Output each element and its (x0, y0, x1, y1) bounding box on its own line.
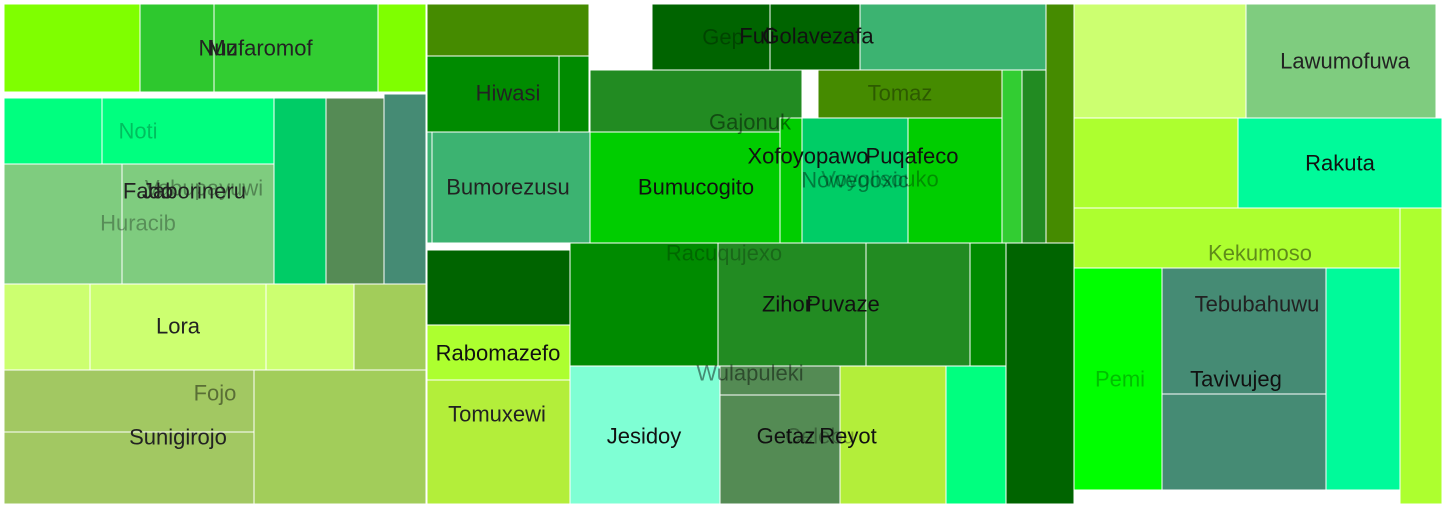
treemap-label-zihor: Zihor (762, 292, 812, 317)
treemap-label-celebu: Celebu (785, 424, 855, 449)
treemap-label-tavivujeg: Tavivujeg (1190, 367, 1282, 392)
treemap-cell-nowegoxic (801, 117, 909, 244)
treemap-label-kekumoso: Kekumoso (1208, 241, 1312, 266)
treemap-label-rabomazefo: Rabomazefo (436, 341, 561, 366)
treemap-cell (426, 249, 571, 326)
treemap-cell (1001, 69, 1023, 244)
treemap-label-lawumofuwa: Lawumofuwa (1280, 49, 1410, 74)
treemap-label-fado: Fado (123, 179, 173, 204)
treemap-cell (377, 3, 427, 93)
treemap-cell-celebu (719, 394, 841, 505)
treemap-label-fuli: Fuli (739, 24, 774, 49)
treemap-cell (1399, 207, 1443, 505)
treemap-label-puvaze: Puvaze (806, 292, 879, 317)
treemap-label-tomaz: Tomaz (868, 81, 933, 106)
treemap-cell-puqafeco (907, 117, 1003, 244)
treemap-cell (3, 283, 91, 371)
treemap-label-bumucogito: Bumucogito (638, 175, 754, 200)
treemap-cell-lawumofuwa (1245, 3, 1437, 119)
treemap-cell-lora (89, 283, 267, 371)
treemap-label-voyolisouko: Voyolisouko (821, 167, 938, 192)
treemap-label-vabupayuwi: Vabupayuwi (145, 176, 263, 201)
treemap-label-nowegoxic: Nowegoxic (801, 168, 909, 193)
treemap-cell-tomaz (817, 69, 1003, 119)
treemap-label-jaborineru: Jaborineru (142, 179, 246, 204)
treemap-cell-mufaromof (213, 3, 379, 93)
treemap-label-nuz: Nuz (198, 36, 237, 61)
treemap-cell (101, 97, 275, 165)
treemap-cell-puvaze (865, 242, 971, 367)
treemap-label-mufaromof: Mufaromof (207, 36, 313, 61)
treemap-cell-zihor (717, 242, 867, 367)
treemap-cell (383, 93, 427, 285)
treemap-label-jesidoy: Jesidoy (607, 424, 682, 449)
treemap-cell (353, 283, 427, 371)
treemap-label-reyot: Reyot (819, 424, 876, 449)
treemap-cell-gajonuk (589, 69, 803, 133)
treemap-label-puqafeco: Puqafeco (866, 144, 959, 169)
treemap-cell-sunigirojo (3, 431, 255, 505)
treemap-cell (1325, 267, 1401, 491)
treemap-label-fojo: Fojo (194, 381, 237, 406)
treemap-label-wulapuleki: Wulapuleki (696, 361, 803, 386)
treemap-cell-tebubahuwu (1161, 267, 1327, 395)
treemap-cell-bumucogito (589, 131, 781, 244)
treemap-label-rakuta: Rakuta (1305, 151, 1375, 176)
treemap-label-pemi: Pemi (1095, 367, 1145, 392)
treemap-label-gep: Gep (702, 25, 744, 50)
treemap-cell-fuli (651, 3, 771, 71)
treemap-cell (426, 3, 590, 57)
treemap-label-sunigirojo: Sunigirojo (129, 425, 227, 450)
treemap-cell-racuqujexo (569, 242, 719, 367)
treemap-cell (1073, 117, 1239, 209)
treemap-label-racuqujexo: Racuqujexo (666, 241, 782, 266)
treemap-cell (945, 365, 1007, 505)
treemap-cell (3, 3, 141, 93)
treemap-cell-noti (3, 97, 103, 165)
treemap-cell (426, 131, 433, 244)
treemap-cell (1045, 3, 1075, 244)
treemap-cell-tavivujeg (1161, 393, 1327, 491)
treemap-cell-huracib (3, 163, 123, 285)
treemap-cell (1021, 69, 1047, 244)
treemap-cell-jesidoy (569, 365, 721, 505)
treemap-cell (558, 55, 590, 133)
treemap-label-huracib: Huracib (100, 211, 176, 236)
treemap-label-lora: Lora (156, 314, 201, 339)
treemap-label-hiwasi: Hiwasi (476, 81, 541, 106)
treemap-cell (325, 97, 385, 285)
treemap-cell-reyot (839, 365, 947, 505)
treemap-cell-tomuxewi (426, 379, 571, 505)
treemap-cell (1005, 242, 1075, 505)
treemap-cell (265, 283, 355, 371)
treemap-label-getaz: Getaz (757, 424, 816, 449)
treemap-cell (969, 242, 1007, 367)
treemap-cell-bumorezusu (431, 131, 591, 244)
treemap-label-tebubahuwu: Tebubahuwu (1195, 292, 1320, 317)
treemap-label-bumorezusu: Bumorezusu (446, 175, 570, 200)
treemap-cell-rakuta (1237, 117, 1443, 209)
treemap-cell (859, 3, 1047, 71)
treemap-label-noti: Noti (118, 119, 157, 144)
treemap-cell (273, 97, 327, 285)
treemap-label-xofoyopawo: Xofoyopawo (747, 144, 868, 169)
treemap-cell-rabomazefo (426, 324, 571, 381)
treemap-label-gajonuk: Gajonuk (709, 110, 792, 135)
treemap-label-golavezafa: Golavezafa (762, 24, 874, 49)
treemap-cell (1073, 3, 1247, 119)
treemap-cell-nuz (139, 3, 215, 93)
treemap-label-tomuxewi: Tomuxewi (448, 402, 546, 427)
treemap-cell (253, 369, 427, 505)
